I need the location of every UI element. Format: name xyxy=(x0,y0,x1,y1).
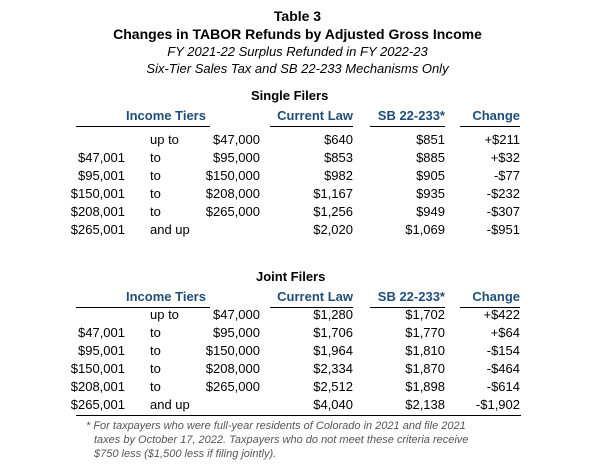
table-subtitle-1: FY 2021-22 Surplus Refunded in FY 2022-2… xyxy=(167,44,428,59)
change-cell: +$64 xyxy=(490,325,520,340)
change-cell: +$32 xyxy=(490,150,520,165)
joint-current-law-rule xyxy=(270,307,353,308)
change-cell: -$464 xyxy=(486,361,520,376)
table-number: Table 3 xyxy=(273,8,322,24)
current-law-cell: $4,040 xyxy=(313,397,353,412)
single-sb-header: SB 22-233* xyxy=(377,108,445,123)
income-separator-cell: up to xyxy=(150,132,179,147)
income-high-cell: $47,000 xyxy=(213,307,260,322)
joint-income-tiers-header: Income Tiers xyxy=(126,289,206,304)
current-law-cell: $1,167 xyxy=(313,186,353,201)
income-low-cell: $150,001 xyxy=(70,186,125,201)
single-change-header: Change xyxy=(472,108,520,123)
change-cell: -$614 xyxy=(486,379,520,394)
single-current-law-rule xyxy=(270,126,353,127)
income-low-cell: $95,001 xyxy=(78,343,125,358)
current-law-cell: $1,706 xyxy=(313,325,353,340)
change-cell: -$77 xyxy=(493,168,520,183)
current-law-cell: $640 xyxy=(324,132,353,147)
income-separator-cell: to xyxy=(150,204,161,219)
income-separator-cell: to xyxy=(150,168,161,183)
current-law-cell: $982 xyxy=(324,168,353,183)
income-high-cell: $95,000 xyxy=(213,150,260,165)
sb-cell: $1,870 xyxy=(405,361,445,376)
joint-current-law-header: Current Law xyxy=(277,289,353,304)
single-filers-heading: Single Filers xyxy=(251,88,329,103)
sb-cell: $851 xyxy=(416,132,445,147)
income-low-cell: $47,001 xyxy=(78,325,125,340)
income-high-cell: $208,000 xyxy=(205,361,260,376)
change-cell: -$307 xyxy=(486,204,520,219)
sb-cell: $1,770 xyxy=(405,325,445,340)
current-law-cell: $2,512 xyxy=(313,379,353,394)
joint-filers-heading: Joint Filers xyxy=(256,269,326,284)
sb-cell: $935 xyxy=(416,186,445,201)
income-high-cell: $265,000 xyxy=(205,204,260,219)
current-law-cell: $2,020 xyxy=(313,222,353,237)
footnote-line-3: $750 less ($1,500 less if filing jointly… xyxy=(94,448,277,460)
income-high-cell: $150,000 xyxy=(205,343,260,358)
income-low-cell: $95,001 xyxy=(78,168,125,183)
table-bottom-rule xyxy=(76,415,521,416)
income-high-cell: $265,000 xyxy=(205,379,260,394)
income-low-cell: $265,001 xyxy=(70,397,125,412)
sb-cell: $885 xyxy=(416,150,445,165)
income-low-cell: $208,001 xyxy=(70,379,125,394)
income-high-cell: $208,000 xyxy=(205,186,260,201)
joint-change-rule xyxy=(460,307,520,308)
single-income-tiers-header: Income Tiers xyxy=(126,108,206,123)
income-high-cell: $47,000 xyxy=(213,132,260,147)
footnote-line-2: taxes by October 17, 2022. Taxpayers who… xyxy=(94,434,469,446)
change-cell: -$232 xyxy=(486,186,520,201)
income-separator-cell: to xyxy=(150,379,161,394)
sb-cell: $1,069 xyxy=(405,222,445,237)
income-high-cell: $95,000 xyxy=(213,325,260,340)
joint-income-tiers-rule xyxy=(76,307,210,308)
income-low-cell: $265,001 xyxy=(70,222,125,237)
single-sb-rule xyxy=(370,126,445,127)
current-law-cell: $1,964 xyxy=(313,343,353,358)
single-income-tiers-rule xyxy=(76,126,210,127)
current-law-cell: $1,280 xyxy=(313,307,353,322)
income-low-cell: $150,001 xyxy=(70,361,125,376)
income-separator-cell: to xyxy=(150,343,161,358)
joint-change-header: Change xyxy=(472,289,520,304)
income-separator-cell: and up xyxy=(150,222,190,237)
income-low-cell: $208,001 xyxy=(70,204,125,219)
change-cell: -$951 xyxy=(486,222,520,237)
income-separator-cell: to xyxy=(150,361,161,376)
income-separator-cell: and up xyxy=(150,397,190,412)
change-cell: -$1,902 xyxy=(475,397,520,412)
sb-cell: $2,138 xyxy=(405,397,445,412)
single-current-law-header: Current Law xyxy=(277,108,353,123)
change-cell: +$211 xyxy=(484,132,520,147)
income-high-cell: $150,000 xyxy=(205,168,260,183)
joint-sb-header: SB 22-233* xyxy=(377,289,445,304)
current-law-cell: $2,334 xyxy=(313,361,353,376)
sb-cell: $1,702 xyxy=(405,307,445,322)
income-separator-cell: up to xyxy=(150,307,179,322)
sb-cell: $905 xyxy=(416,168,445,183)
single-change-rule xyxy=(460,126,520,127)
table-subtitle-2: Six-Tier Sales Tax and SB 22-233 Mechani… xyxy=(146,61,449,76)
sb-cell: $949 xyxy=(416,204,445,219)
income-low-cell: $47,001 xyxy=(78,150,125,165)
current-law-cell: $1,256 xyxy=(313,204,353,219)
income-separator-cell: to xyxy=(150,186,161,201)
sb-cell: $1,898 xyxy=(405,379,445,394)
change-cell: -$154 xyxy=(486,343,520,358)
sb-cell: $1,810 xyxy=(405,343,445,358)
footnote-line-1: * For taxpayers who were full-year resid… xyxy=(86,420,466,432)
change-cell: +$422 xyxy=(483,307,520,322)
table-title: Changes in TABOR Refunds by Adjusted Gro… xyxy=(113,26,482,42)
income-separator-cell: to xyxy=(150,150,161,165)
current-law-cell: $853 xyxy=(324,150,353,165)
income-separator-cell: to xyxy=(150,325,161,340)
joint-sb-rule xyxy=(370,307,445,308)
